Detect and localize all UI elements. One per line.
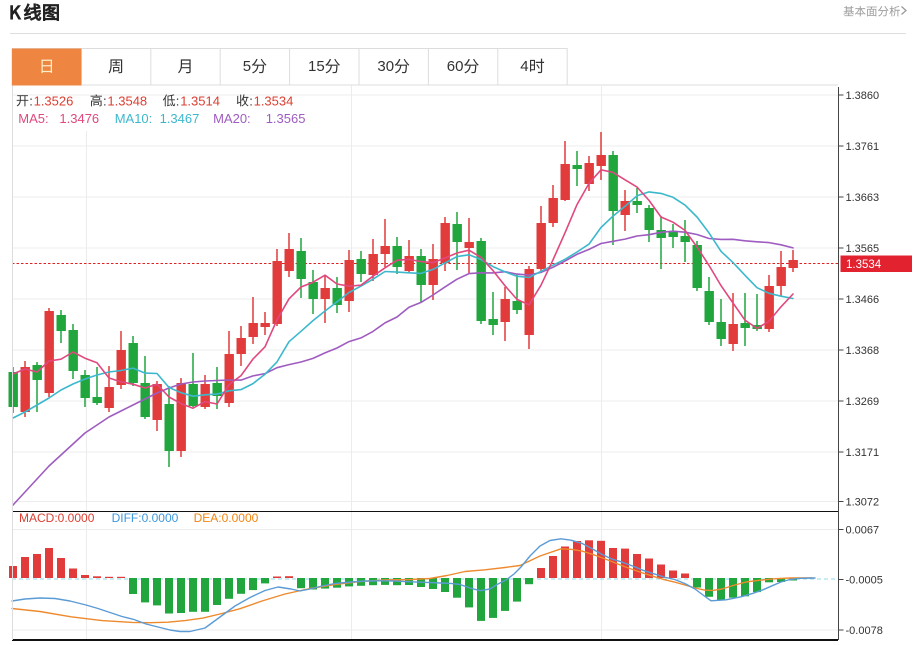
svg-text:MA5:: MA5: bbox=[18, 111, 48, 126]
svg-text:1.3476: 1.3476 bbox=[59, 111, 99, 126]
svg-text:1.3526: 1.3526 bbox=[34, 93, 74, 108]
svg-text::: : bbox=[249, 93, 253, 108]
svg-text:MA10:: MA10: bbox=[115, 111, 153, 126]
svg-text:1.3368: 1.3368 bbox=[846, 345, 880, 357]
svg-text:1.3269: 1.3269 bbox=[846, 396, 880, 408]
svg-text:1.3534: 1.3534 bbox=[846, 259, 882, 271]
svg-text:30: 30 bbox=[377, 58, 394, 75]
svg-text:60: 60 bbox=[447, 58, 464, 75]
svg-text:0.0067: 0.0067 bbox=[846, 524, 880, 536]
svg-text::: : bbox=[103, 93, 107, 108]
svg-text:1.3860: 1.3860 bbox=[846, 90, 880, 102]
svg-text:1.3565: 1.3565 bbox=[266, 111, 306, 126]
svg-text:1.3514: 1.3514 bbox=[180, 93, 220, 108]
svg-text:1.3534: 1.3534 bbox=[254, 93, 294, 108]
svg-text:4: 4 bbox=[520, 58, 528, 75]
svg-text:1.3663: 1.3663 bbox=[846, 192, 880, 204]
svg-text:1.3548: 1.3548 bbox=[107, 93, 147, 108]
svg-text:1.3467: 1.3467 bbox=[160, 111, 200, 126]
svg-text:MACD:0.0000: MACD:0.0000 bbox=[19, 511, 95, 525]
svg-text::: : bbox=[176, 93, 180, 108]
svg-text:15: 15 bbox=[308, 58, 325, 75]
svg-text:-0.0078: -0.0078 bbox=[846, 625, 883, 637]
svg-text:-0.0005: -0.0005 bbox=[846, 574, 883, 586]
svg-text:DIFF:0.0000: DIFF:0.0000 bbox=[112, 511, 179, 525]
svg-text:1.3761: 1.3761 bbox=[846, 141, 880, 153]
svg-text:DEA:0.0000: DEA:0.0000 bbox=[194, 511, 259, 525]
svg-text::: : bbox=[29, 93, 33, 108]
svg-text:1.3565: 1.3565 bbox=[846, 243, 880, 255]
svg-text:1.3072: 1.3072 bbox=[846, 496, 880, 508]
svg-text:1.3466: 1.3466 bbox=[846, 294, 880, 306]
svg-text:MA20:: MA20: bbox=[213, 111, 251, 126]
svg-text:5: 5 bbox=[243, 58, 251, 75]
svg-text:1.3171: 1.3171 bbox=[846, 447, 880, 459]
